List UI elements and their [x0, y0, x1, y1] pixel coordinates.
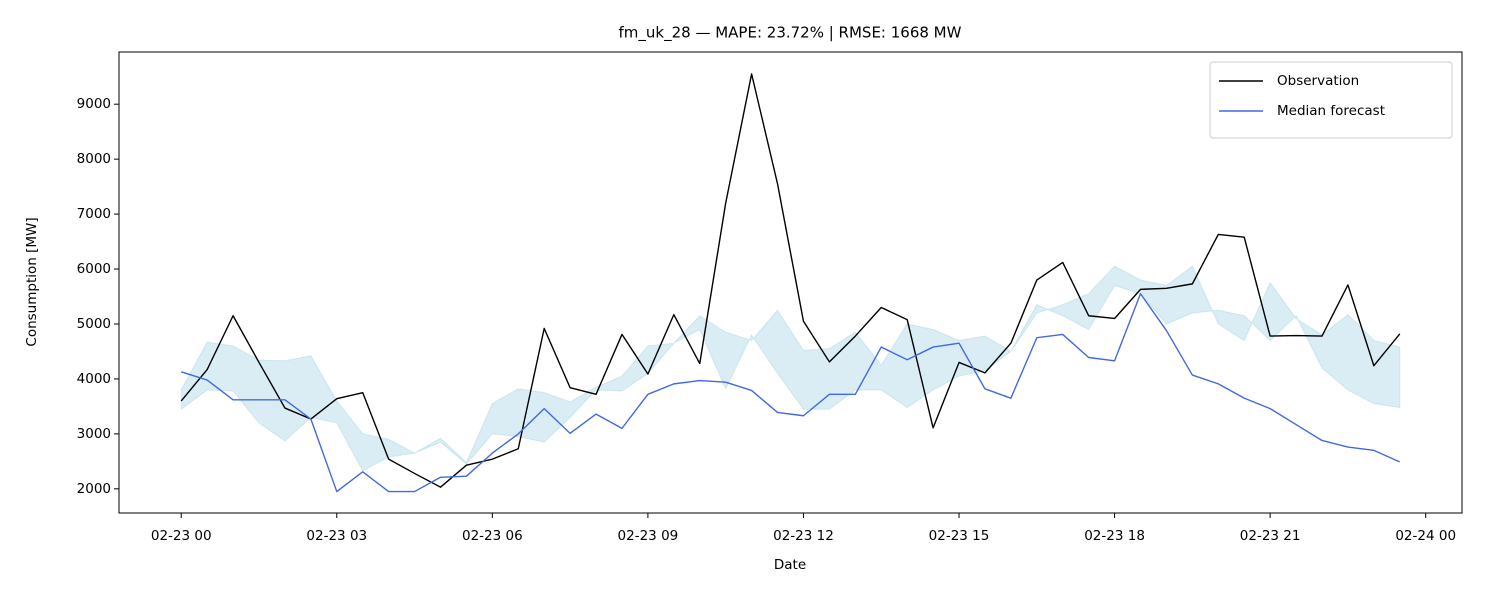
- x-tick-label: 02-23 09: [618, 528, 679, 544]
- legend-label: Observation: [1277, 73, 1359, 89]
- series-line: [181, 293, 1401, 493]
- chart-title: fm_uk_28 — MAPE: 23.72% | RMSE: 1668 MW: [619, 24, 962, 43]
- y-tick-label: 4000: [77, 371, 111, 387]
- x-tick-label: 02-23 15: [929, 528, 990, 544]
- y-tick-label: 6000: [77, 261, 111, 277]
- x-tick-label: 02-23 06: [462, 528, 523, 544]
- y-tick-label: 3000: [77, 426, 111, 442]
- y-axis-label: Consumption [MW]: [24, 217, 40, 346]
- x-tick-label: 02-24 00: [1395, 528, 1456, 544]
- y-tick-label: 2000: [77, 481, 111, 497]
- x-axis-label: Date: [774, 557, 806, 573]
- x-tick-label: 02-23 00: [151, 528, 212, 544]
- legend-box: [1209, 61, 1453, 139]
- plot-frame: [118, 51, 1463, 514]
- y-tick-label: 8000: [77, 151, 111, 167]
- y-tick-label: 9000: [77, 96, 111, 112]
- x-tick-label: 02-23 12: [773, 528, 834, 544]
- forecast-band: [180, 265, 1401, 472]
- legend-label: Median forecast: [1277, 103, 1385, 119]
- x-tick-label: 02-23 18: [1084, 528, 1145, 544]
- series-line: [180, 73, 1401, 488]
- x-tick-label: 02-23 03: [306, 528, 367, 544]
- y-tick-label: 5000: [77, 316, 111, 332]
- x-tick-label: 02-23 21: [1240, 528, 1301, 544]
- y-tick-label: 7000: [77, 206, 111, 222]
